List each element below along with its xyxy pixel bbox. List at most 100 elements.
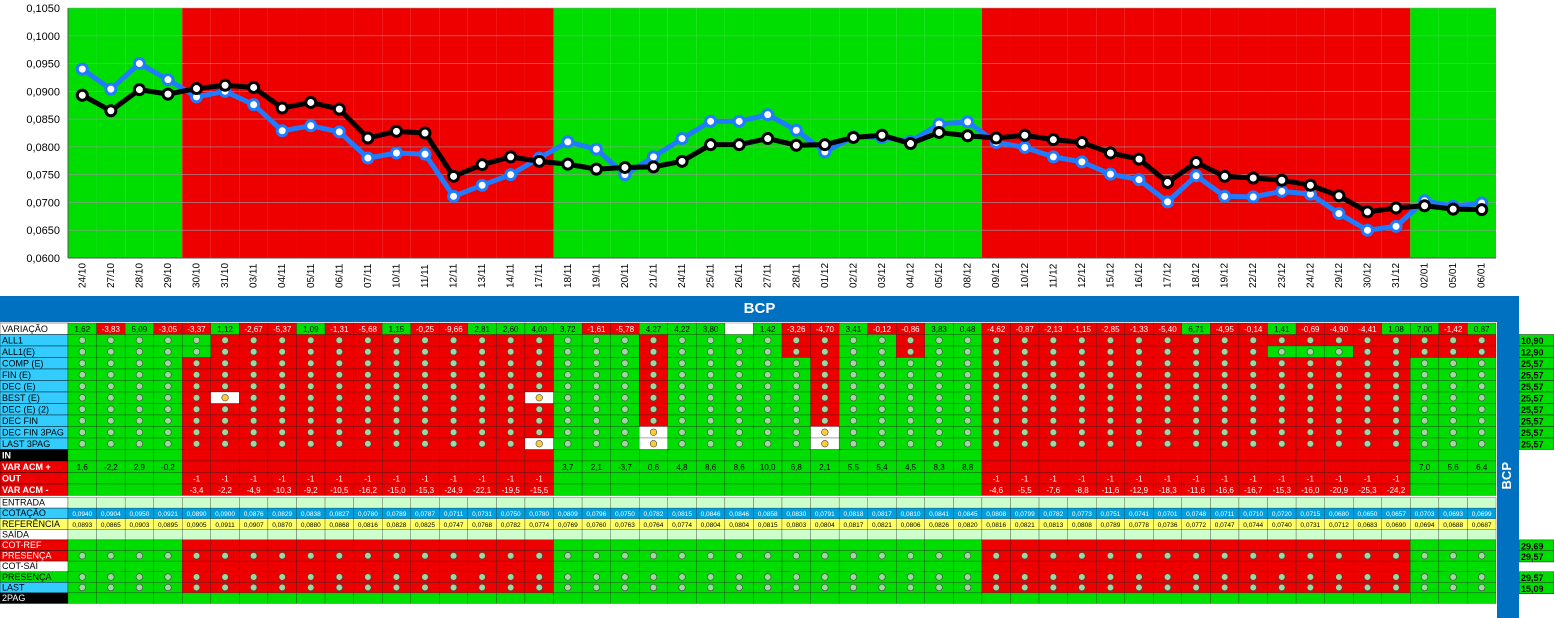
status-dot — [192, 552, 201, 560]
row-label: DEC FIN 3PAG — [2, 428, 64, 438]
grid-cell — [1181, 460, 1211, 473]
background-band — [1410, 8, 1439, 258]
status-dot — [1363, 428, 1372, 436]
status-dot — [1278, 583, 1286, 592]
background-band — [210, 8, 240, 258]
cell-value: 0,0830 — [786, 511, 806, 518]
status-dot — [192, 382, 201, 390]
cell-value: -1 — [307, 475, 315, 484]
status-dot — [250, 359, 258, 367]
status-dot — [335, 382, 343, 390]
y-tick-label: 0,0700 — [26, 197, 60, 209]
status-dot — [678, 417, 686, 425]
grid-cell — [1467, 592, 1497, 604]
cell-value: 0,0703 — [1415, 511, 1435, 518]
grid-cell — [553, 592, 583, 604]
status-dot — [335, 552, 343, 560]
x-tick-label: 13/11 — [477, 263, 488, 288]
status-dot — [421, 371, 429, 379]
background-band — [524, 8, 554, 258]
status-dot — [1363, 417, 1372, 425]
status-dot — [592, 552, 600, 560]
status-dot — [1420, 382, 1429, 390]
status-dot — [906, 359, 915, 367]
grid-cell — [867, 539, 897, 551]
grid-cell — [324, 460, 354, 473]
status-dot — [735, 405, 743, 413]
status-dot — [878, 405, 886, 413]
status-dot — [1078, 336, 1086, 344]
status-dot — [935, 382, 943, 390]
data-point — [332, 125, 346, 139]
grid-cell — [981, 460, 1011, 473]
cell-value: -4,95 — [1216, 325, 1235, 334]
status-dot — [1392, 552, 1400, 560]
cell-value: -1 — [421, 475, 429, 484]
cell-value: -2,67 — [245, 325, 264, 334]
grid-cell — [353, 497, 383, 509]
grid-cell — [1467, 483, 1497, 496]
data-point — [504, 168, 518, 182]
grid-cell — [924, 529, 954, 541]
grid-cell — [153, 592, 183, 604]
status-dot — [1106, 552, 1115, 560]
data-point — [218, 78, 232, 92]
grid-cell — [924, 539, 954, 551]
status-dot — [592, 428, 600, 436]
status-dot — [1278, 428, 1286, 436]
grid-cell — [1381, 529, 1411, 541]
grid-cell — [353, 529, 383, 541]
grid-cell — [639, 529, 668, 541]
status-dot — [992, 382, 1000, 390]
status-dot — [1249, 371, 1257, 379]
cell-value: 1,09 — [303, 325, 319, 334]
grid-cell — [410, 529, 440, 541]
grid-cell — [639, 483, 668, 496]
status-dot — [1221, 405, 1229, 413]
cell-value: 0,0809 — [558, 511, 578, 518]
status-dot — [449, 336, 458, 344]
status-dot — [1192, 552, 1200, 560]
grid-cell — [1153, 529, 1182, 541]
grid-cell — [353, 592, 383, 604]
status-dot — [78, 583, 86, 592]
status-dot — [78, 348, 86, 356]
status-dot — [1278, 348, 1286, 356]
x-tick-label: 21/11 — [648, 263, 659, 288]
status-dot — [164, 440, 172, 448]
background-band — [724, 8, 754, 258]
grid-cell — [1467, 529, 1497, 541]
grid-cell — [1010, 497, 1040, 509]
status-dot — [421, 417, 429, 425]
cell-value: -11,6 — [1102, 486, 1120, 495]
cell-value: -2,85 — [1101, 325, 1120, 334]
status-dot — [1135, 394, 1143, 402]
status-dot — [221, 348, 229, 356]
status-dot — [335, 583, 343, 592]
status-dot — [1192, 394, 1200, 402]
status-dot — [250, 405, 258, 413]
status-dot — [935, 573, 943, 581]
grid-cell — [67, 497, 97, 509]
status-dot — [964, 428, 972, 436]
x-tick-label: 09/12 — [991, 263, 1002, 288]
grid-cell — [1410, 472, 1440, 485]
status-dot — [335, 348, 343, 356]
status-dot — [1335, 371, 1343, 379]
status-dot — [1049, 371, 1057, 379]
status-dot — [649, 382, 658, 390]
total-cell — [1518, 582, 1554, 594]
cell-value: 0,0876 — [244, 511, 264, 518]
data-point — [561, 135, 575, 149]
status-dot — [878, 359, 886, 367]
status-dot — [1163, 440, 1172, 448]
status-dot — [621, 382, 629, 390]
status-dot — [335, 405, 343, 413]
status-dot — [735, 428, 743, 436]
row-label: VARIAÇÃO — [2, 324, 48, 334]
status-dot — [678, 382, 686, 390]
status-dot — [164, 583, 172, 592]
cell-value: -0,86 — [901, 325, 920, 334]
status-dot — [478, 573, 486, 581]
status-dot — [221, 371, 229, 379]
